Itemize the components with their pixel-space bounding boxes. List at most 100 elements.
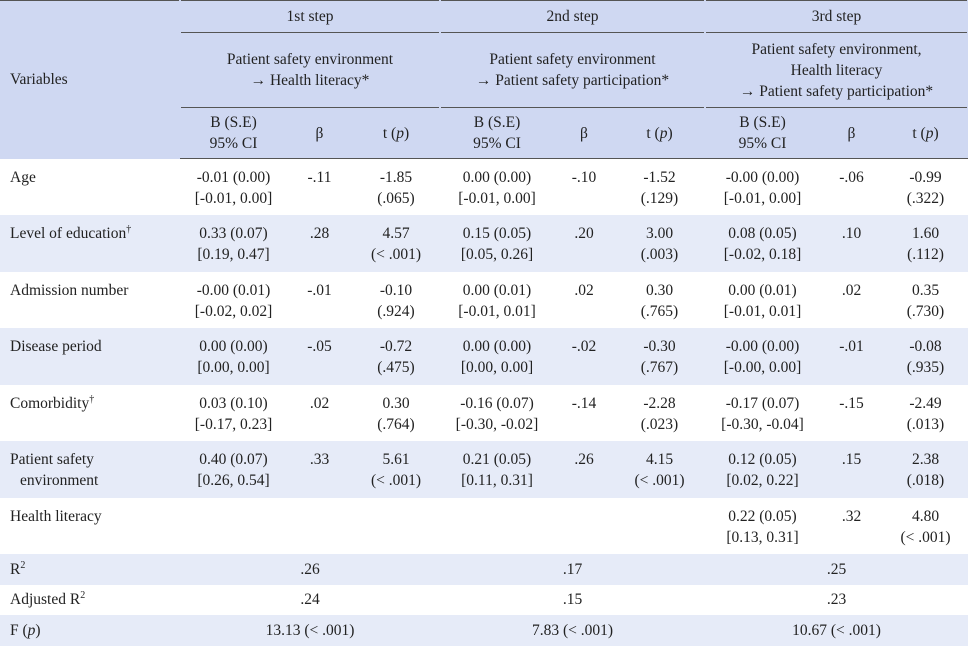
- beta-cell: -.06: [820, 159, 883, 216]
- beta-cell: -.10: [554, 159, 614, 216]
- t-cell: [352, 498, 440, 555]
- t-cell: 4.80 (< .001): [883, 498, 968, 555]
- label-sup: 2: [80, 590, 86, 602]
- t-cell: 3.00 (.003): [614, 215, 705, 272]
- beta-cell: -.15: [820, 385, 883, 442]
- t-value: 0.35: [911, 281, 940, 299]
- b-value: 0.00 (0.00): [462, 169, 532, 186]
- summary-row: Adjusted R2 .24 .15 .23: [0, 585, 968, 616]
- b-value: 0.00 (0.00): [462, 338, 532, 355]
- data-row: Patient safety environment 0.40 (0.07) [0.2…: [0, 441, 968, 498]
- b-value: 0.12 (0.05): [728, 451, 797, 468]
- t-value: 2.38: [911, 451, 940, 468]
- ci-value: [0.26, 0.54]: [197, 472, 270, 489]
- p-value: (.935): [906, 359, 945, 376]
- column-header: B (S.E) 95% CI: [440, 107, 554, 159]
- row-label: Level of education†: [0, 215, 180, 272]
- beta-value: .26: [574, 451, 594, 468]
- column-line: 95% CI: [473, 135, 521, 152]
- b-cell: 0.12 (0.05) [0.02, 0.22]: [705, 441, 820, 498]
- b-cell: -0.16 (0.07) [-0.30, -0.02]: [440, 385, 554, 442]
- p-value: (< .001): [900, 528, 951, 546]
- p-value: (.018): [906, 472, 945, 489]
- summary-value: 10.67 (< .001): [792, 621, 881, 639]
- t-cell: -1.85 (.065): [352, 159, 440, 216]
- label-italic: p: [27, 621, 36, 639]
- column-header: t (p): [883, 107, 968, 159]
- b-cell: 0.00 (0.01) [-0.01, 0.01]: [705, 272, 820, 329]
- p-value: (.065): [377, 190, 415, 207]
- b-cell: 0.40 (0.07) [0.26, 0.54]: [180, 441, 287, 498]
- label-text: R: [10, 560, 21, 578]
- data-row: Disease period 0.00 (0.00) [0.00, 0.00] -.0…: [0, 328, 968, 385]
- table-body: Age -0.01 (0.00) [-0.01, 0.00] -.11 -1.85 (.0…: [0, 159, 968, 646]
- label-text: Comorbidity: [10, 394, 90, 412]
- beta-value: -.15: [839, 394, 864, 412]
- ci-value: [-0.17, 0.23]: [194, 415, 273, 433]
- label-sup: †: [126, 223, 132, 235]
- header-row: B (S.E) 95% CI β t (p) B (S.E) 95% CI β t (p) B …: [0, 107, 968, 159]
- p-value: (.767): [640, 359, 679, 376]
- beta-cell: .02: [287, 385, 352, 442]
- b-cell: 0.00 (0.01) [-0.01, 0.01]: [440, 272, 554, 329]
- b-value: -0.00 (0.01): [196, 281, 271, 299]
- beta-value: -.05: [307, 338, 332, 355]
- t-cell: 2.38 (.018): [883, 441, 968, 498]
- model-header: Patient safety environment → Patient safe…: [439, 32, 706, 108]
- p-value: (< .001): [370, 472, 422, 489]
- model-header: Patient safety environment, Health litera…: [704, 32, 968, 108]
- summary-value: .24: [300, 591, 320, 609]
- column-header: t (p): [614, 107, 705, 159]
- summary-value: .15: [562, 591, 583, 609]
- label-text: Admission number: [10, 281, 129, 299]
- t-cell: -2.28 (.023): [614, 385, 705, 442]
- label-text: t (: [646, 124, 660, 142]
- b-value: 0.00 (0.00): [199, 338, 268, 355]
- beta-value: .02: [841, 281, 862, 299]
- t-value: -0.30: [643, 338, 676, 355]
- data-row: Health literacy 0.22 (0.05) [0.13, 0.31] .3…: [0, 498, 968, 555]
- row-label: Admission number: [0, 272, 180, 329]
- row-label: Age: [0, 159, 180, 216]
- p-value: (.023): [640, 415, 679, 433]
- p-value: (.129): [640, 190, 679, 207]
- beta-value: .02: [574, 281, 594, 299]
- beta-value: -.10: [571, 169, 597, 186]
- ci-value: [0.11, 0.31]: [461, 472, 533, 489]
- t-value: -2.49: [909, 394, 942, 412]
- ci-value: [0.02, 0.22]: [726, 472, 799, 489]
- t-cell: 5.61 (< .001): [352, 441, 440, 498]
- beta-cell: .15: [820, 441, 883, 498]
- t-cell: -0.08 (.935): [883, 328, 968, 385]
- p-value: (< .001): [634, 472, 685, 489]
- label-italic: p: [659, 124, 668, 142]
- beta-value: -.06: [839, 169, 864, 186]
- model-line: → Patient safety participation*: [739, 82, 934, 100]
- p-value: (< .001): [370, 246, 422, 263]
- column-line: B (S.E): [473, 114, 521, 131]
- b-cell: -0.00 (0.00) [-0.00, 0.00]: [705, 328, 820, 385]
- beta-value: .15: [841, 451, 862, 468]
- ci-value: [-0.01, 0.00]: [458, 190, 536, 207]
- beta-cell: .02: [820, 272, 883, 329]
- beta-cell: -.11: [287, 159, 352, 216]
- summary-value: 7.83 (< .001): [531, 621, 614, 639]
- row-label: Health literacy: [0, 498, 180, 555]
- beta-value: .33: [309, 451, 330, 468]
- t-value: 0.30: [382, 394, 410, 412]
- column-header: β: [554, 107, 614, 159]
- label-line: Patient safety: [10, 451, 94, 468]
- model-line: Patient safety environment,: [751, 40, 922, 58]
- beta-value: .02: [309, 394, 330, 412]
- label-italic: p: [396, 124, 404, 142]
- t-cell: -0.72 (.475): [352, 328, 440, 385]
- column-header: t (p): [352, 107, 440, 159]
- beta-value: -.02: [571, 338, 597, 355]
- row-label: Patient safety environment: [0, 441, 180, 498]
- ci-value: [-0.00, 0.00]: [723, 359, 802, 376]
- t-cell: -0.30 (.767): [614, 328, 705, 385]
- beta-value: .20: [574, 225, 594, 242]
- t-cell: -0.99 (.322): [883, 159, 968, 216]
- label-sup: †: [89, 393, 95, 405]
